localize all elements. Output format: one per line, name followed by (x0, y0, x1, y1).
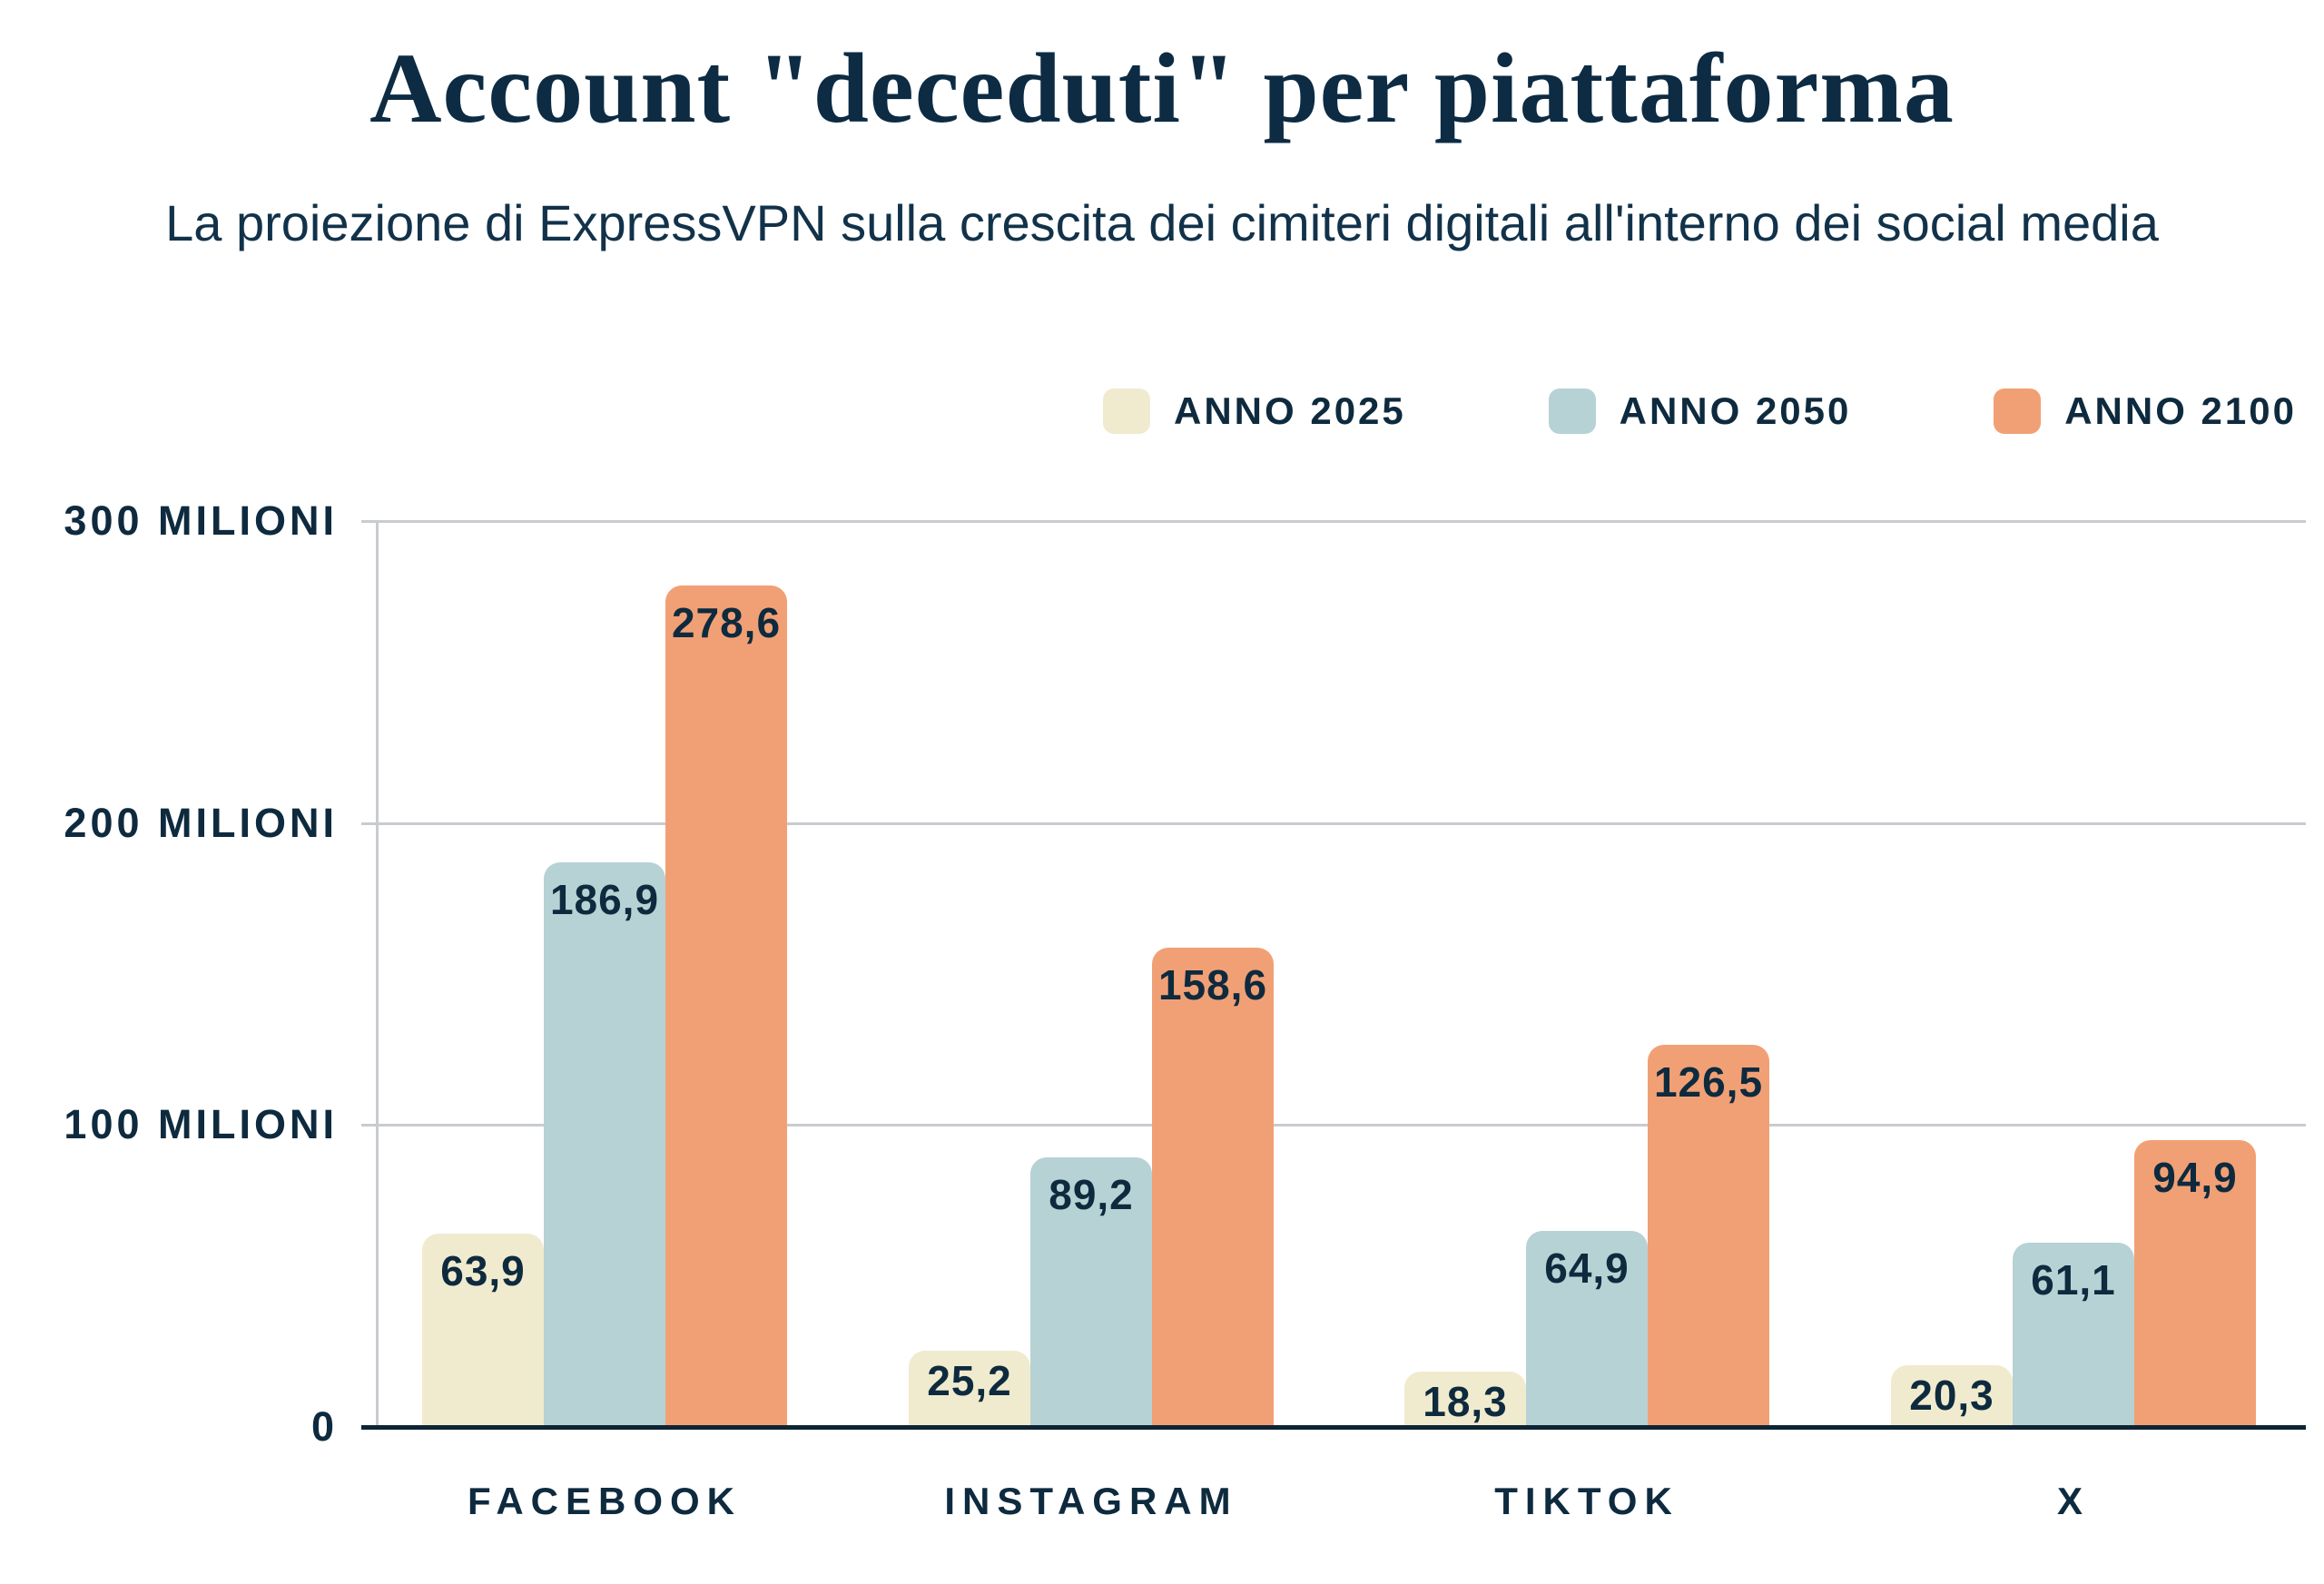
legend-item-anno-2025: ANNO 2025 (1103, 389, 1406, 434)
bar-tiktok-anno-2025: 18,3 (1404, 1372, 1526, 1427)
y-tick-label-0: 0 (310, 1403, 338, 1450)
bar-value-label: 61,1 (2031, 1256, 2116, 1304)
bar-value-label: 18,3 (1423, 1378, 1508, 1425)
bar-facebook-anno-2025: 63,9 (422, 1234, 544, 1427)
bar-value-label: 278,6 (671, 599, 782, 646)
bar-value-label: 89,2 (1049, 1171, 1134, 1218)
chart-title: Account "deceduti" per piattaforma (369, 33, 1955, 143)
category-label-x: X (2056, 1480, 2090, 1522)
bar-value-label: 64,9 (1544, 1245, 1630, 1292)
x-axis-baseline (361, 1425, 2306, 1430)
bar-instagram-anno-2050: 89,2 (1030, 1157, 1152, 1427)
bar-value-label: 20,3 (1909, 1372, 1994, 1419)
category-label-tiktok: TIKTOK (1494, 1480, 1679, 1522)
bar-facebook-anno-2100: 278,6 (665, 585, 787, 1427)
y-tick-label-300: 300 MILIONI (64, 497, 338, 544)
bar-tiktok-anno-2100: 126,5 (1648, 1045, 1769, 1427)
legend-label: ANNO 2050 (1619, 389, 1852, 432)
bar-value-label: 63,9 (440, 1247, 526, 1294)
legend-swatch-icon (1548, 389, 1596, 434)
bar-value-label: 94,9 (2152, 1154, 2238, 1201)
legend-swatch-icon (1994, 389, 2042, 434)
bar-value-label: 25,2 (927, 1357, 1012, 1404)
category-label-facebook: FACEBOOK (467, 1480, 742, 1522)
bar-value-label: 126,5 (1653, 1058, 1764, 1106)
gridline-300 (361, 520, 2306, 523)
bar-x-anno-2025: 20,3 (1891, 1365, 2013, 1427)
gridline-100 (361, 1124, 2306, 1127)
bar-x-anno-2050: 61,1 (2013, 1243, 2134, 1427)
y-tick-label-100: 100 MILIONI (64, 1101, 338, 1148)
bar-instagram-anno-2100: 158,6 (1152, 948, 1274, 1427)
legend-label: ANNO 2025 (1174, 389, 1406, 432)
legend-item-anno-2100: ANNO 2100 (1994, 389, 2297, 434)
legend-item-anno-2050: ANNO 2050 (1548, 389, 1852, 434)
y-tick-label-200: 200 MILIONI (64, 799, 338, 846)
legend-swatch-icon (1103, 389, 1150, 434)
legend: ANNO 2025 ANNO 2050 ANNO 2100 (1103, 389, 2297, 434)
bar-instagram-anno-2025: 25,2 (909, 1351, 1030, 1427)
category-label-instagram: INSTAGRAM (944, 1480, 1238, 1522)
chart-subtitle: La proiezione di ExpressVPN sulla cresci… (165, 194, 2159, 251)
bar-facebook-anno-2050: 186,9 (544, 862, 665, 1427)
y-axis-line (376, 521, 379, 1427)
gridline-200 (361, 822, 2306, 825)
bar-tiktok-anno-2050: 64,9 (1526, 1231, 1648, 1427)
bar-x-anno-2100: 94,9 (2134, 1140, 2256, 1427)
legend-label: ANNO 2100 (2064, 389, 2297, 432)
bar-value-label: 186,9 (549, 876, 660, 923)
bar-value-label: 158,6 (1157, 961, 1268, 1008)
